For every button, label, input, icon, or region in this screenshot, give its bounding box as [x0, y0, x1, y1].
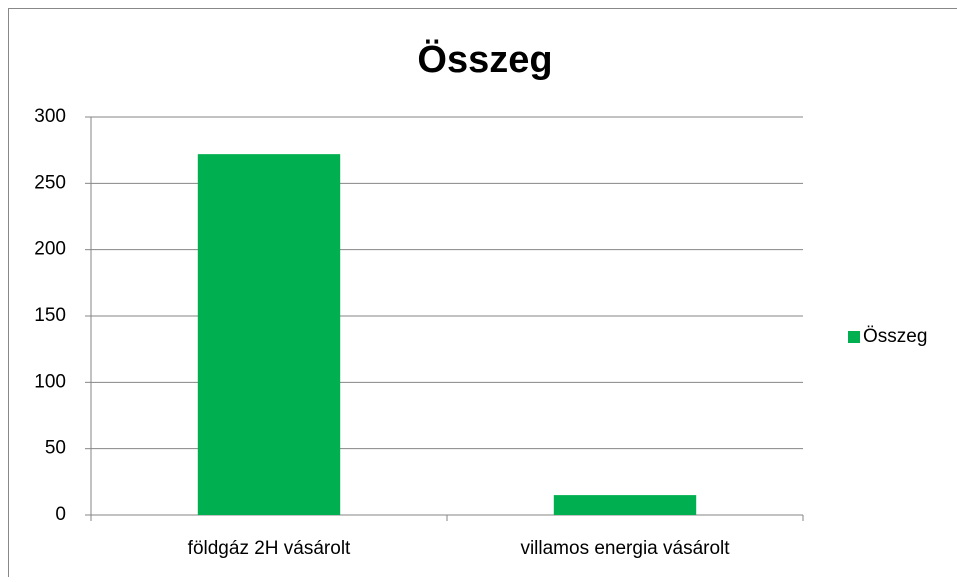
x-tick-label: villamos energia vásárolt	[520, 538, 730, 559]
bar	[554, 495, 696, 515]
y-tick-label: 50	[45, 438, 66, 459]
x-tick-label: földgáz 2H vásárolt	[188, 538, 351, 559]
chart-border	[9, 9, 957, 578]
y-tick-label: 300	[34, 106, 66, 127]
y-tick-label: 250	[34, 172, 66, 193]
y-tick-label: 150	[34, 305, 66, 326]
legend-label: Összeg	[863, 326, 927, 347]
y-tick-label: 100	[34, 371, 66, 392]
y-tick-label: 0	[55, 504, 66, 525]
chart-title: Összeg	[417, 38, 552, 81]
legend-swatch	[848, 331, 860, 343]
y-tick-label: 200	[34, 239, 66, 260]
bar	[198, 154, 340, 515]
